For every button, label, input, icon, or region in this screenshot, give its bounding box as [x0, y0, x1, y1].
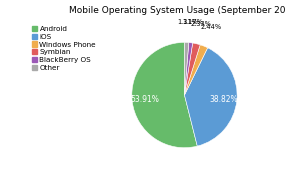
Text: 2.44%: 2.44%: [201, 24, 222, 30]
Text: 1.31%: 1.31%: [177, 19, 198, 25]
Wedge shape: [184, 43, 200, 95]
Wedge shape: [184, 43, 193, 95]
Text: 53.91%: 53.91%: [131, 95, 160, 104]
Text: 1.17%: 1.17%: [183, 20, 204, 26]
Text: 38.82%: 38.82%: [209, 95, 238, 104]
Title: Mobile Operating System Usage (September 2016): Mobile Operating System Usage (September…: [69, 7, 286, 15]
Wedge shape: [184, 42, 189, 95]
Wedge shape: [132, 42, 197, 148]
Wedge shape: [184, 45, 208, 95]
Legend: Android, iOS, Windows Phone, Symbian, BlackBerry OS, Other: Android, iOS, Windows Phone, Symbian, Bl…: [30, 24, 98, 73]
Wedge shape: [184, 48, 237, 146]
Text: 2.33%: 2.33%: [191, 21, 212, 27]
